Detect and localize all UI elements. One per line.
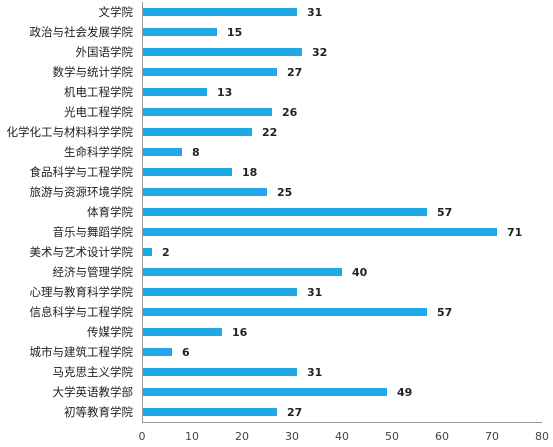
category-label: 心理与教育科学学院 [30, 285, 134, 299]
bar-14 [142, 288, 297, 296]
bar-17 [142, 348, 172, 356]
value-label: 57 [437, 206, 452, 219]
bar-4 [142, 88, 207, 96]
value-label: 2 [162, 246, 170, 259]
bar-9 [142, 188, 267, 196]
bar-13 [142, 268, 342, 276]
x-tick-label: 40 [335, 430, 349, 443]
bar-2 [142, 48, 302, 56]
category-label: 旅游与资源环境学院 [30, 185, 134, 199]
category-label: 光电工程学院 [64, 105, 133, 119]
category-label: 生命科学学院 [64, 145, 133, 159]
bar-8 [142, 168, 232, 176]
value-label: 27 [287, 66, 302, 79]
value-label: 49 [397, 386, 412, 399]
x-tick-label: 10 [185, 430, 199, 443]
value-label: 26 [282, 106, 298, 119]
bar-19 [142, 388, 387, 396]
category-label: 政治与社会发展学院 [30, 25, 134, 39]
bar-15 [142, 308, 427, 316]
category-label: 化学化工与材料科学学院 [7, 125, 134, 139]
value-label: 22 [262, 126, 277, 139]
value-label: 25 [277, 186, 292, 199]
x-tick-label: 50 [385, 430, 399, 443]
x-tick-label: 80 [535, 430, 549, 443]
bars-group [142, 8, 497, 416]
x-tick-label: 30 [285, 430, 299, 443]
category-label: 信息科学与工程学院 [30, 305, 134, 319]
category-label: 初等教育学院 [64, 405, 133, 419]
value-label: 31 [307, 6, 322, 19]
category-label: 文学院 [99, 5, 134, 19]
x-tick-label: 20 [235, 430, 249, 443]
category-label: 体育学院 [87, 205, 133, 219]
value-label: 27 [287, 406, 302, 419]
bar-11 [142, 228, 497, 236]
category-labels: 文学院政治与社会发展学院外国语学院数学与统计学院机电工程学院光电工程学院化学化工… [7, 5, 134, 419]
x-tick-label: 70 [485, 430, 499, 443]
category-label: 马克思主义学院 [53, 365, 134, 379]
category-label: 外国语学院 [76, 45, 134, 59]
bar-6 [142, 128, 252, 136]
bar-18 [142, 368, 297, 376]
category-label: 音乐与舞蹈学院 [53, 225, 134, 239]
bar-5 [142, 108, 272, 116]
bar-16 [142, 328, 222, 336]
category-label: 传媒学院 [87, 325, 133, 339]
value-label: 15 [227, 26, 242, 39]
category-label: 美术与艺术设计学院 [30, 245, 134, 259]
category-label: 大学英语教学部 [53, 385, 134, 399]
value-label: 71 [507, 226, 522, 239]
bar-12 [142, 248, 152, 256]
x-axis-ticks: 0 10 20 30 40 50 60 70 80 [139, 430, 550, 443]
value-label: 32 [312, 46, 327, 59]
value-label: 18 [242, 166, 257, 179]
category-label: 数学与统计学院 [53, 65, 134, 79]
x-tick-label: 60 [435, 430, 449, 443]
value-label: 16 [232, 326, 248, 339]
value-label: 13 [217, 86, 232, 99]
bar-3 [142, 68, 277, 76]
value-label: 31 [307, 366, 322, 379]
value-label: 31 [307, 286, 322, 299]
bar-7 [142, 148, 182, 156]
value-labels: 31 15 32 27 13 26 22 8 18 25 57 71 2 40 31 57 16 6 31 49 27 [162, 6, 522, 419]
bar-0 [142, 8, 297, 16]
value-label: 6 [182, 346, 190, 359]
value-label: 57 [437, 306, 452, 319]
value-label: 40 [352, 266, 368, 279]
value-label: 8 [192, 146, 200, 159]
category-label: 食品科学与工程学院 [30, 165, 134, 179]
category-label: 机电工程学院 [64, 85, 133, 99]
bar-20 [142, 408, 277, 416]
bar-10 [142, 208, 427, 216]
category-label: 城市与建筑工程学院 [30, 345, 134, 359]
x-tick-label: 0 [139, 430, 146, 443]
category-label: 经济与管理学院 [53, 265, 134, 279]
bar-1 [142, 28, 217, 36]
